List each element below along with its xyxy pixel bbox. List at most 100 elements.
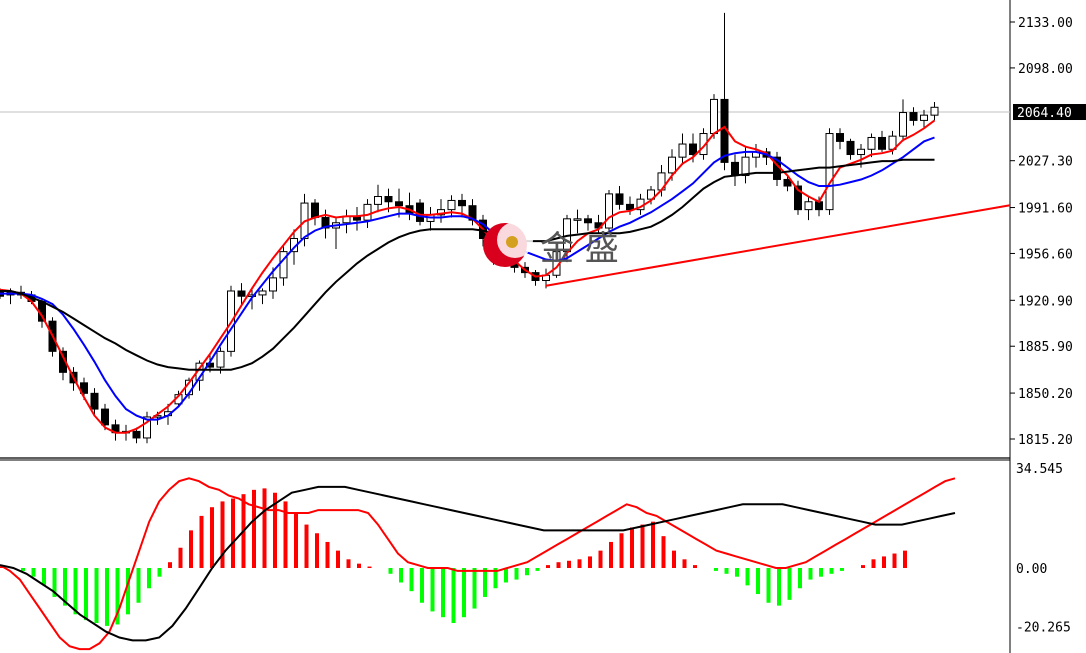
candle-bear [321, 217, 330, 229]
macd-bar-negative [787, 568, 792, 600]
candle-bear [584, 218, 592, 224]
candle-bear [237, 290, 246, 297]
macd-bar-positive [220, 501, 225, 568]
watermark-logo-dot [506, 236, 518, 248]
macd-bar-negative [136, 568, 141, 603]
macd-bar-negative [42, 568, 46, 586]
macd-bar-positive [903, 550, 907, 568]
candle-bull [258, 290, 267, 296]
moving-averages [0, 119, 936, 434]
macd-bar-negative [441, 568, 445, 618]
price-tick-label: 1815.20 [1018, 433, 1073, 448]
macd-lines [0, 477, 956, 651]
candle-bull [867, 136, 876, 150]
macd-tick-label: -20.265 [1016, 621, 1071, 636]
macd-bar-positive [273, 492, 277, 568]
candle-bear [615, 193, 624, 205]
candle-bull [447, 199, 456, 211]
price-tick-label: 1885.90 [1018, 340, 1073, 355]
candle-bull [269, 277, 277, 292]
current-price-label: 2064.40 [1017, 106, 1072, 121]
macd-bar-negative [115, 568, 120, 625]
candle-bull [930, 106, 939, 116]
candle-bull [143, 416, 151, 439]
candle-bull [605, 193, 613, 229]
candle-bull [920, 114, 928, 121]
macd-bar-negative [105, 568, 109, 626]
price-tick-label: 2098.00 [1018, 62, 1073, 77]
candle-bear [80, 382, 88, 394]
macd-bar-positive [262, 488, 267, 568]
candle-bear [626, 203, 634, 211]
candle-bear [384, 196, 393, 203]
macd-bar-positive [588, 556, 592, 568]
candle-bull [710, 98, 718, 135]
candle-bull [857, 148, 865, 156]
watermark: 金 盛 [483, 222, 619, 269]
macd-bar-negative [525, 568, 529, 576]
macd-bar-positive [871, 559, 876, 568]
candle-bull [668, 156, 676, 174]
macd-bar-positive [336, 550, 340, 568]
price-tick-label: 1850.20 [1018, 387, 1073, 402]
macd-bar-negative [126, 568, 130, 615]
macd-bar-negative [157, 568, 162, 577]
candle-bear [689, 143, 697, 156]
macd-bar-positive [367, 566, 372, 568]
macd-bar-negative [399, 568, 403, 583]
macd-tick-label: 34.545 [1016, 462, 1063, 477]
macd-bar-negative [52, 568, 57, 597]
candle-bull [216, 350, 225, 368]
price-tick-label: 2027.30 [1018, 155, 1073, 170]
macd-bar-negative [829, 568, 834, 574]
macd-bar-positive [682, 559, 687, 568]
price-tick-label: 1920.90 [1018, 294, 1073, 309]
macd-bar-negative [724, 568, 729, 574]
current-price-box [1013, 104, 1086, 121]
macd-bar-negative [504, 568, 508, 583]
macd-bar-negative [756, 568, 760, 595]
macd-bar-negative [514, 568, 519, 580]
macd-bar-positive [357, 563, 361, 568]
moving-average-line-0 [0, 119, 936, 434]
macd-bar-negative [714, 568, 718, 571]
macd-bar-negative [808, 568, 813, 580]
candle-bear [731, 161, 739, 177]
current-price-badge: 2064.40 [1013, 104, 1086, 121]
macd-bar-positive [861, 565, 865, 568]
macd-bar-negative [388, 568, 393, 574]
macd-line-0 [0, 477, 956, 651]
macd-line-1 [0, 485, 956, 642]
candle-bull [573, 218, 582, 221]
macd-bar-positive [567, 560, 571, 568]
macd-bar-positive [546, 565, 550, 568]
macd-bar-positive [304, 524, 309, 568]
macd-bar-negative [462, 568, 466, 618]
macd-bar-positive [693, 565, 697, 568]
price-tick-label: 1956.60 [1018, 247, 1073, 262]
candle-bear [395, 201, 403, 207]
macd-bar-negative [535, 568, 540, 571]
candle-bull [374, 196, 382, 205]
macd-bar-negative [94, 568, 99, 624]
macd-bar-negative [777, 568, 781, 606]
candle-bear [909, 112, 918, 121]
macd-bar-negative [472, 568, 477, 609]
macd-bar-negative [483, 568, 487, 597]
macd-bar-positive [210, 507, 214, 568]
macd-bar-negative [420, 568, 424, 603]
macd-bar-negative [430, 568, 435, 612]
macd-bar-positive [651, 521, 655, 568]
macd-bar-negative [493, 568, 498, 589]
candle-bull [899, 112, 907, 137]
macd-bar-negative [84, 568, 88, 621]
macd-bar-negative [735, 568, 739, 577]
macd-bar-negative [73, 568, 78, 615]
macd-bar-positive [882, 556, 886, 568]
candle-bear [846, 140, 855, 156]
macd-bar-positive [556, 562, 561, 568]
watermark-text: 金 盛 [540, 229, 619, 269]
macd-bar-positive [199, 515, 204, 568]
macd-bar-negative [63, 568, 67, 606]
